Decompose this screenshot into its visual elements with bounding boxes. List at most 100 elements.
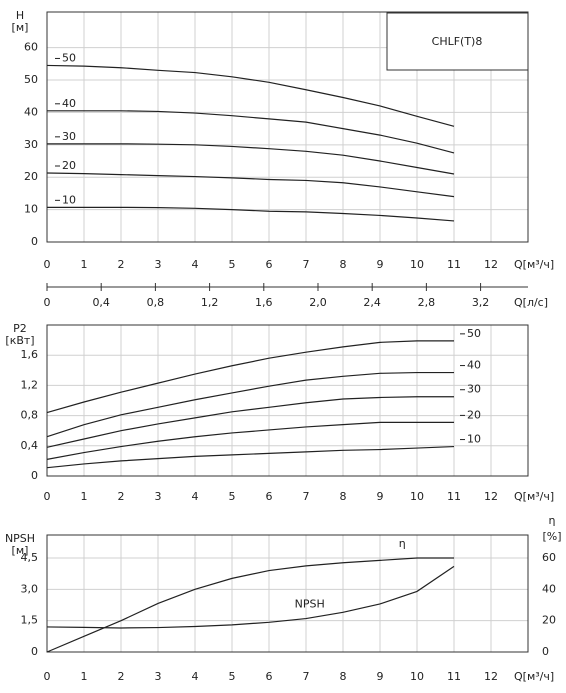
plot-frame [46,11,529,243]
x-tick-label: 9 [377,490,384,503]
y-tick-label: 1,6 [21,348,39,361]
x-tick-label: 8 [340,258,347,271]
x-tick-label: 9 [377,670,384,683]
series-label: 50 [62,51,76,64]
x-tick-label: 0 [44,258,51,271]
series-label: NPSH [295,598,325,611]
y-tick-label: 50 [24,73,38,86]
series-line [47,110,455,154]
x-axis-label: Q[м³/ч] [514,490,554,503]
y-tick-label: 60 [24,41,38,54]
y-axis-unit: [м] [12,21,29,34]
x-tick-label: 11 [447,490,461,503]
y-tick-label: 20 [24,170,38,183]
x-tick-label: 0 [44,670,51,683]
y-axis-unit: [м] [12,544,29,557]
y-tick-label: 30 [24,138,38,151]
x-tick-label: 9 [377,258,384,271]
x-tick-label: 11 [447,670,461,683]
x2-tick-label: 2,4 [363,296,381,309]
y-tick-label: 3,0 [21,582,39,595]
x-tick-label: 0 [44,490,51,503]
x-tick-label: 2 [118,670,125,683]
series-label: 10 [467,433,481,446]
series-line [47,206,455,222]
x-tick-label: 4 [192,258,199,271]
series-line [46,396,454,448]
x-tick-label: 3 [155,258,162,271]
y2-axis-unit: [%] [542,530,561,543]
chart-title: CHLF(T)8 [432,35,483,48]
x-tick-label: 10 [410,490,424,503]
x2-tick-label: 2,8 [418,296,436,309]
series-line [46,557,454,653]
series-line [46,421,454,460]
x-tick-label: 3 [155,670,162,683]
x-tick-label: 7 [303,258,310,271]
x-tick-label: 3 [155,490,162,503]
x-tick-label: 5 [229,490,236,503]
x-axis-label: Q[м³/ч] [514,670,554,683]
y-tick-label: 1,5 [21,614,39,627]
title-box [386,12,529,71]
y-axis-label: P2 [13,322,27,335]
x2-tick-label: 0 [44,296,51,309]
x-tick-label: 1 [81,670,88,683]
y-tick-label: 0 [31,469,38,482]
x-tick-label: 1 [81,258,88,271]
x-tick-label: 8 [340,490,347,503]
y2-tick-label: 20 [542,614,556,627]
series-label: 10 [62,193,76,206]
x-tick-label: 10 [410,670,424,683]
x-tick-label: 10 [410,258,424,271]
series-line [46,172,455,198]
x2-tick-label: 1,6 [255,296,273,309]
y-tick-label: 1,2 [21,378,39,391]
series-line [46,565,455,629]
x2-tick-label: 0,8 [147,296,165,309]
series-label: 30 [467,383,481,396]
x2-tick-label: 0,4 [92,296,110,309]
x2-tick-label: 1,2 [201,296,219,309]
series-line [46,445,455,469]
series-line [46,340,454,414]
series-label: η [399,537,406,550]
x-tick-label: 7 [303,670,310,683]
y-tick-label: 40 [24,105,38,118]
x-tick-label: 4 [192,490,199,503]
x-tick-label: 6 [266,258,273,271]
x-tick-label: 12 [484,258,498,271]
x-tick-label: 2 [118,258,125,271]
series-label: 20 [62,159,76,172]
x-tick-label: 2 [118,490,125,503]
x2-tick-label: 2,0 [309,296,327,309]
y-tick-label: 0 [31,645,38,658]
series-line [46,371,454,438]
y-tick-label: 0,4 [21,439,39,452]
x-tick-label: 12 [484,490,498,503]
x-tick-label: 1 [81,490,88,503]
x-tick-label: 4 [192,670,199,683]
series-line [46,64,455,127]
y-axis-label: NPSH [5,532,35,545]
series-label: 30 [62,130,76,143]
series-label: 40 [62,97,76,110]
plot-frame [46,324,529,477]
y-tick-label: 0 [31,235,38,248]
y2-tick-label: 40 [542,582,556,595]
x-axis-label: Q[м³/ч] [514,258,554,271]
x-tick-label: 5 [229,670,236,683]
y-axis-label: H [16,9,24,22]
y2-tick-label: 60 [542,551,556,564]
x-tick-label: 11 [447,258,461,271]
x2-tick-label: 3,2 [472,296,490,309]
x-tick-label: 8 [340,670,347,683]
x-tick-label: 7 [303,490,310,503]
series-label: 50 [467,327,481,340]
series-label: 40 [467,359,481,372]
series-line [47,143,455,175]
plot-frame [46,534,529,653]
y2-axis-label: η [549,514,556,527]
y-tick-label: 4,5 [21,551,39,564]
